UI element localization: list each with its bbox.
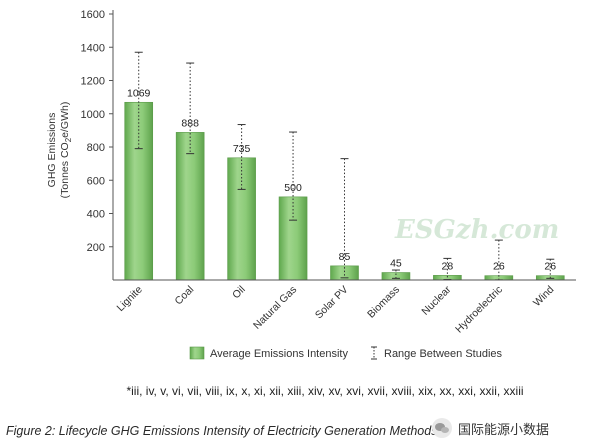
y-tick-label: 400 <box>87 209 105 221</box>
category-label: Oil <box>230 284 248 302</box>
category-label: Hydroelectric <box>453 284 505 336</box>
category-label: Solar PV <box>313 284 351 322</box>
wechat-label: 国际能源小数据 <box>458 422 550 438</box>
data-label: 888 <box>181 117 199 129</box>
legend-label-average: Average Emissions Intensity <box>210 348 348 360</box>
y-tick-label: 200 <box>87 242 105 254</box>
legend-swatch-bar <box>189 346 205 360</box>
y-tick-label: 600 <box>87 175 105 187</box>
bar-oil <box>227 157 256 281</box>
wechat-icon <box>432 418 452 438</box>
data-label: 1069 <box>127 87 151 99</box>
data-label: 500 <box>284 182 302 194</box>
bar-coal <box>175 132 205 281</box>
category-label: Biomass <box>365 284 402 321</box>
y-tick-label: 1200 <box>81 76 105 88</box>
data-label: 26 <box>493 261 505 273</box>
bar-lignite <box>124 101 154 281</box>
wechat-account: 国际能源小数据 <box>432 418 549 438</box>
data-label: 28 <box>442 260 454 272</box>
data-label: 26 <box>544 261 556 273</box>
watermark: ESGzh.com <box>394 215 559 245</box>
data-label: 85 <box>339 251 351 263</box>
category-label: Natural Gas <box>251 284 299 332</box>
category-label: Wind <box>531 284 557 310</box>
category-label: Nuclear <box>419 283 453 317</box>
y-tick-label: 1000 <box>81 109 105 121</box>
figure-caption: Figure 2: Lifecycle GHG Emissions Intens… <box>6 424 438 438</box>
data-label: 45 <box>390 258 402 270</box>
y-tick-label: 1400 <box>81 42 105 54</box>
data-label: 735 <box>233 143 251 155</box>
y-tick-label: 800 <box>87 142 105 154</box>
category-label: Lignite <box>114 284 144 314</box>
y-axis-label: GHG Emissions(Tonnes CO2e/GWh) <box>46 102 73 199</box>
footnote: *iii, iv, v, vi, vii, viii, ix, x, xi, x… <box>126 384 524 398</box>
y-tick-label: 1600 <box>81 9 105 21</box>
category-label: Coal <box>173 284 197 308</box>
legend-label-range: Range Between Studies <box>384 348 503 360</box>
bar-natural-gas <box>278 196 308 281</box>
